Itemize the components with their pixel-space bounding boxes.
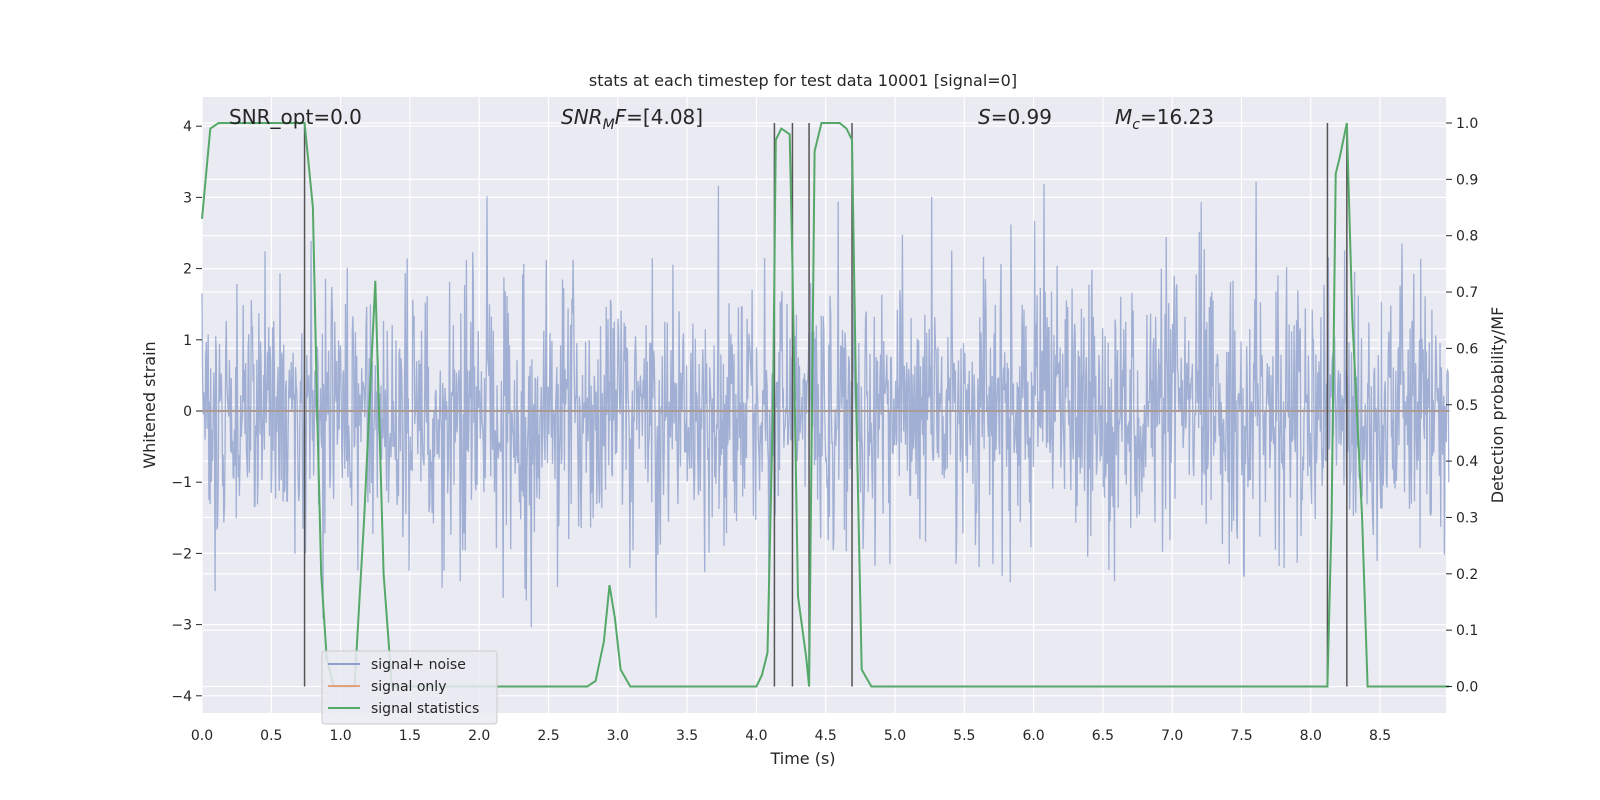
x-axis-ticks: 0.0 0.5 1.0 1.5 2.0 2.5 3.0 3.5 4.0 4.5 5.0 5.5 6.0 6… (191, 728, 1391, 744)
annotation-mc: Mc=16.23 (1115, 105, 1214, 133)
y-left-tick-label: 0 (183, 404, 192, 420)
annotation-mc-sub: c (1132, 117, 1140, 133)
y-right-tick-label: 0.4 (1456, 454, 1478, 470)
annotation-snr-mf-value-f: F (615, 105, 627, 129)
y-right-tick-label: 0.7 (1456, 285, 1478, 301)
x-tick-label: 7.5 (1230, 728, 1252, 744)
y-right-tick-label: 0.1 (1456, 623, 1478, 639)
x-tick-label: 1.5 (399, 728, 421, 744)
annotation-snr-mf-main: SNR (561, 105, 603, 129)
x-tick-label: 6.5 (1092, 728, 1114, 744)
annotation-snr-opt: SNR_opt=0.0 (229, 105, 362, 129)
legend-label-signal-only: signal only (371, 679, 446, 695)
x-tick-label: 2.0 (468, 728, 490, 744)
series-signal-statistics (201, 122, 1450, 688)
x-tick-label: 8.0 (1300, 728, 1322, 744)
y-right-tick-label: 0.0 (1456, 680, 1478, 696)
legend: signal+ noise signal only signal statist… (321, 650, 498, 725)
legend-label-signal-noise: signal+ noise (371, 657, 466, 673)
x-axis-label: Time (s) (769, 749, 835, 768)
series-line-signal-statistics (201, 122, 1450, 688)
legend-box (321, 650, 498, 725)
x-tick-label: 4.5 (815, 728, 837, 744)
annotation-s-value: =0.99 (991, 105, 1052, 129)
y-left-tick-label: 4 (183, 119, 192, 135)
x-tick-label: 2.5 (537, 728, 559, 744)
x-tick-label: 5.5 (953, 728, 975, 744)
x-tick-label: 6.0 (1022, 728, 1044, 744)
x-tick-label: 3.0 (607, 728, 629, 744)
annotation-mc-value: =16.23 (1140, 105, 1214, 129)
y-left-tick-label: 3 (183, 190, 192, 206)
y-right-tick-label: 0.8 (1456, 229, 1478, 245)
x-tick-label: 8.5 (1369, 728, 1391, 744)
x-tick-label: 1.0 (329, 728, 351, 744)
series-signal-noise (201, 181, 1450, 628)
y-left-axis-ticks: 4 3 2 1 0 −1 −2 −3 −4 (171, 119, 202, 705)
y-left-axis-label: Whitened strain (140, 341, 159, 468)
x-tick-label: 5.0 (884, 728, 906, 744)
annotation-snr-mf-value: =[4.08] (626, 105, 703, 129)
y-left-tick-label: −4 (171, 689, 192, 705)
y-left-tick-label: −3 (171, 618, 192, 634)
annotation-mc-main: M (1115, 105, 1132, 129)
y-right-tick-label: 0.5 (1456, 398, 1478, 414)
x-tick-label: 7.0 (1161, 728, 1183, 744)
chart-title: stats at each timestep for test data 100… (589, 71, 1017, 90)
annotation-snr-mf: SNRMF=[4.08] (561, 105, 703, 133)
y-right-tick-label: 0.2 (1456, 567, 1478, 583)
annotation-s: S=0.99 (978, 105, 1052, 129)
y-right-tick-label: 1.0 (1456, 116, 1478, 132)
y-left-tick-label: −2 (171, 546, 192, 562)
annotation-snr-mf-sub: M (603, 117, 615, 133)
y-left-tick-label: −1 (171, 475, 192, 491)
x-tick-label: 4.0 (745, 728, 767, 744)
y-right-axis-label: Detection probability/MF (1488, 307, 1507, 504)
y-left-tick-label: 1 (183, 333, 192, 349)
y-right-axis-ticks: 1.0 0.9 0.8 0.7 0.6 0.5 0.4 0.3 0.2 0.1 0.0 (1446, 116, 1478, 696)
x-tick-label: 0.5 (260, 728, 282, 744)
annotation-s-main: S (978, 105, 991, 129)
y-right-tick-label: 0.6 (1456, 341, 1478, 357)
legend-label-signal-statistics: signal statistics (371, 701, 479, 717)
x-tick-label: 0.0 (191, 728, 213, 744)
y-left-tick-label: 2 (183, 262, 192, 278)
y-right-tick-label: 0.9 (1456, 172, 1478, 188)
y-right-tick-label: 0.3 (1456, 510, 1478, 526)
x-tick-label: 3.5 (676, 728, 698, 744)
series-line-signal-noise (201, 181, 1450, 628)
